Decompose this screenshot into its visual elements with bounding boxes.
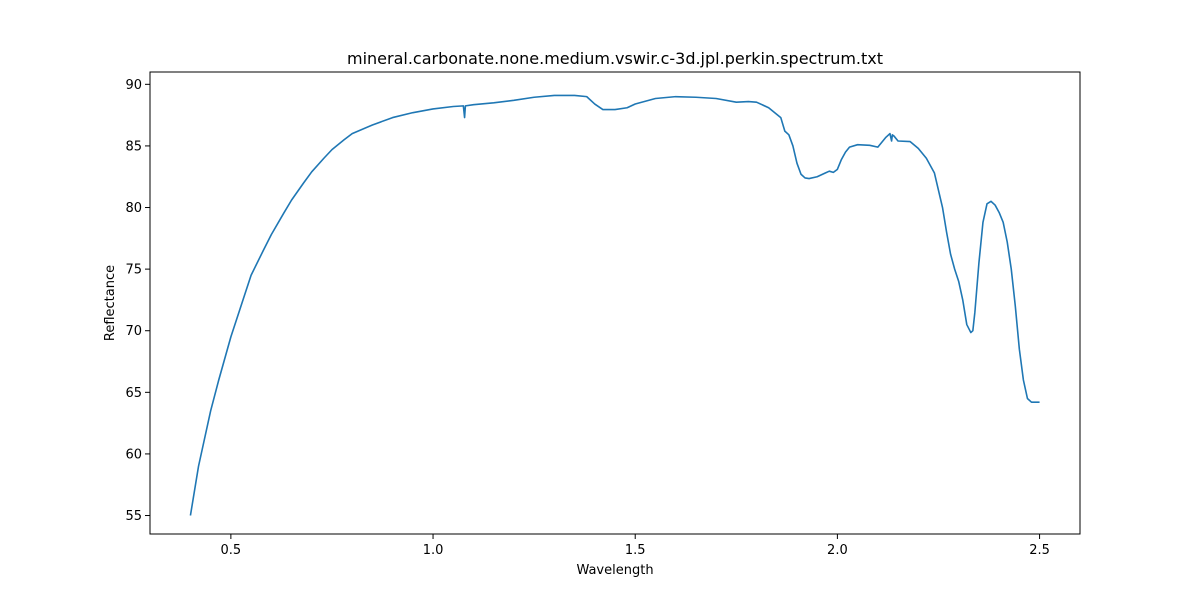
x-axis-label: Wavelength bbox=[576, 563, 653, 578]
x-tick-label: 2.0 bbox=[827, 543, 848, 558]
reflectance-series-line bbox=[189, 94, 1040, 516]
x-tick-label: 0.5 bbox=[221, 543, 242, 558]
x-tick-label: 2.5 bbox=[1029, 543, 1050, 558]
y-tick-label: 55 bbox=[125, 509, 142, 524]
x-tick-label: 1.5 bbox=[625, 543, 646, 558]
y-tick-label: 70 bbox=[125, 324, 142, 339]
y-tick-label: 65 bbox=[125, 386, 142, 401]
y-axis-label: Reflectance bbox=[103, 265, 118, 341]
y-tick-label: 60 bbox=[125, 447, 142, 462]
y-axis: 55 60 65 70 75 80 85 90 bbox=[125, 78, 150, 524]
y-tick-label: 80 bbox=[125, 201, 142, 216]
x-axis: 0.5 1.0 1.5 2.0 2.5 bbox=[221, 534, 1050, 558]
plot-area: 0.5 1.0 1.5 2.0 2.5 55 60 65 70 75 80 85 90 bbox=[125, 71, 1081, 558]
y-tick-label: 90 bbox=[125, 78, 142, 93]
y-tick-label: 85 bbox=[125, 139, 142, 154]
y-tick-label: 75 bbox=[125, 263, 142, 278]
x-tick-label: 1.0 bbox=[423, 543, 444, 558]
plot-frame bbox=[149, 71, 1081, 535]
chart-title: mineral.carbonate.none.medium.vswir.c-3d… bbox=[347, 49, 883, 68]
